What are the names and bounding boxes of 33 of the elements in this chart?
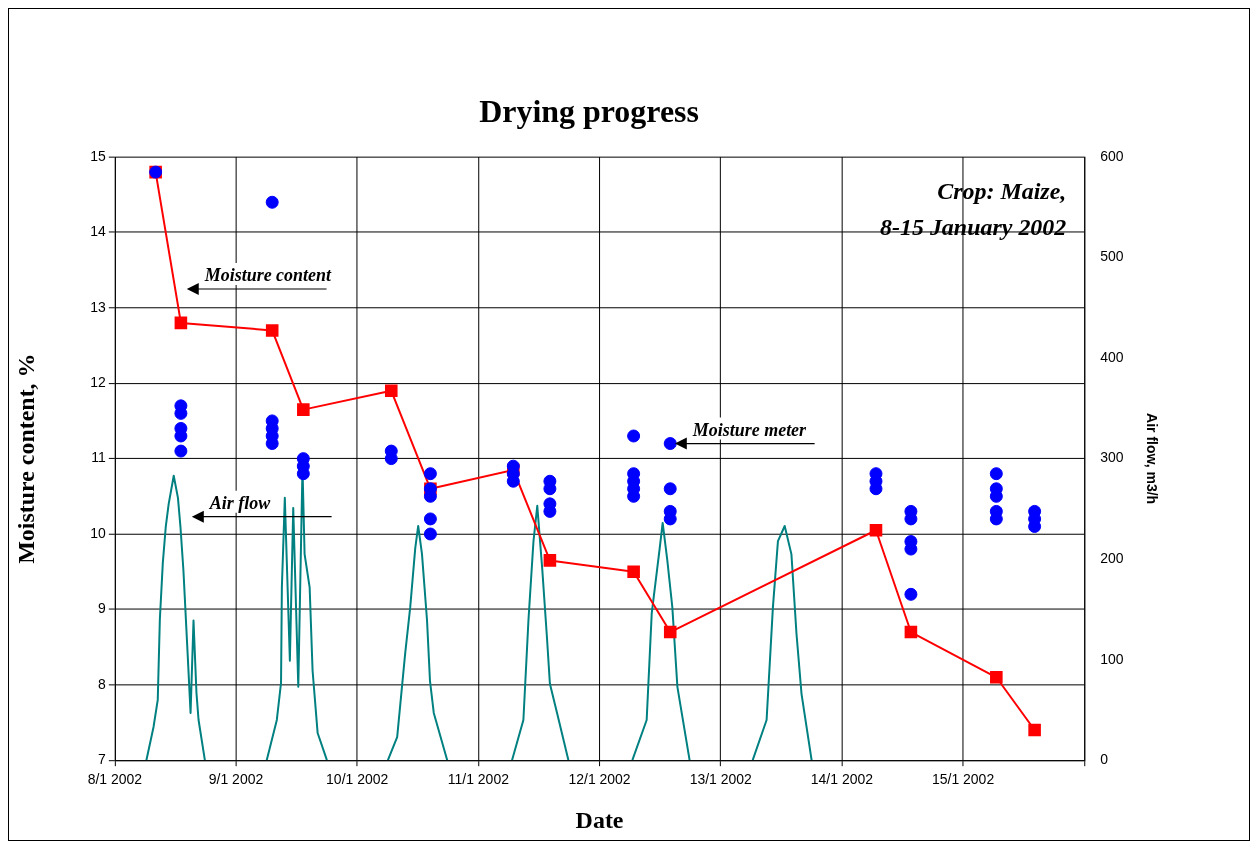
x-tick-label: 13/1 2002 bbox=[689, 771, 753, 788]
y2-tick-label: 400 bbox=[1100, 348, 1124, 365]
x-tick-label: 8/1 2002 bbox=[87, 771, 143, 788]
y2-tick-label: 600 bbox=[1100, 147, 1124, 164]
y2-tick-label: 500 bbox=[1100, 248, 1124, 265]
x-axis-title: Date bbox=[575, 806, 624, 833]
y-tick-label: 14 bbox=[90, 223, 107, 240]
y2-tick-label: 100 bbox=[1100, 650, 1124, 667]
annotation: Crop: Maize, bbox=[937, 177, 1067, 204]
x-tick-label: 9/1 2002 bbox=[208, 771, 264, 788]
y-tick-label: 8 bbox=[98, 675, 107, 692]
y-tick-label: 15 bbox=[90, 147, 107, 164]
y2-tick-label: 0 bbox=[1100, 751, 1109, 768]
y-tick-label: 9 bbox=[98, 600, 107, 617]
y-tick-label: 10 bbox=[90, 524, 107, 541]
annotation: Moisture content bbox=[203, 265, 332, 285]
annotation: Moisture meter bbox=[691, 419, 808, 440]
y-tick-label: 12 bbox=[90, 374, 107, 391]
y2-tick-label: 300 bbox=[1100, 449, 1124, 466]
y-tick-label: 11 bbox=[91, 449, 107, 466]
y-tick-label: 7 bbox=[98, 751, 107, 768]
x-tick-label: 12/1 2002 bbox=[568, 771, 631, 788]
chart-title: Drying progress bbox=[479, 94, 699, 130]
x-tick-label: 15/1 2002 bbox=[932, 771, 995, 788]
y2-axis-title: Air flow, m3/h bbox=[1143, 413, 1160, 505]
y-axis-title: Moisture content, % bbox=[12, 353, 39, 564]
x-tick-label: 14/1 2002 bbox=[810, 771, 874, 788]
x-tick-label: 11/1 2002 bbox=[447, 771, 510, 788]
y2-tick-label: 200 bbox=[1100, 550, 1124, 566]
annotation: Air flow bbox=[208, 492, 272, 513]
x-tick-label: 10/1 2002 bbox=[326, 771, 389, 788]
annotation: 8-15 January 2002 bbox=[880, 213, 1067, 240]
y-tick-label: 13 bbox=[90, 298, 107, 315]
